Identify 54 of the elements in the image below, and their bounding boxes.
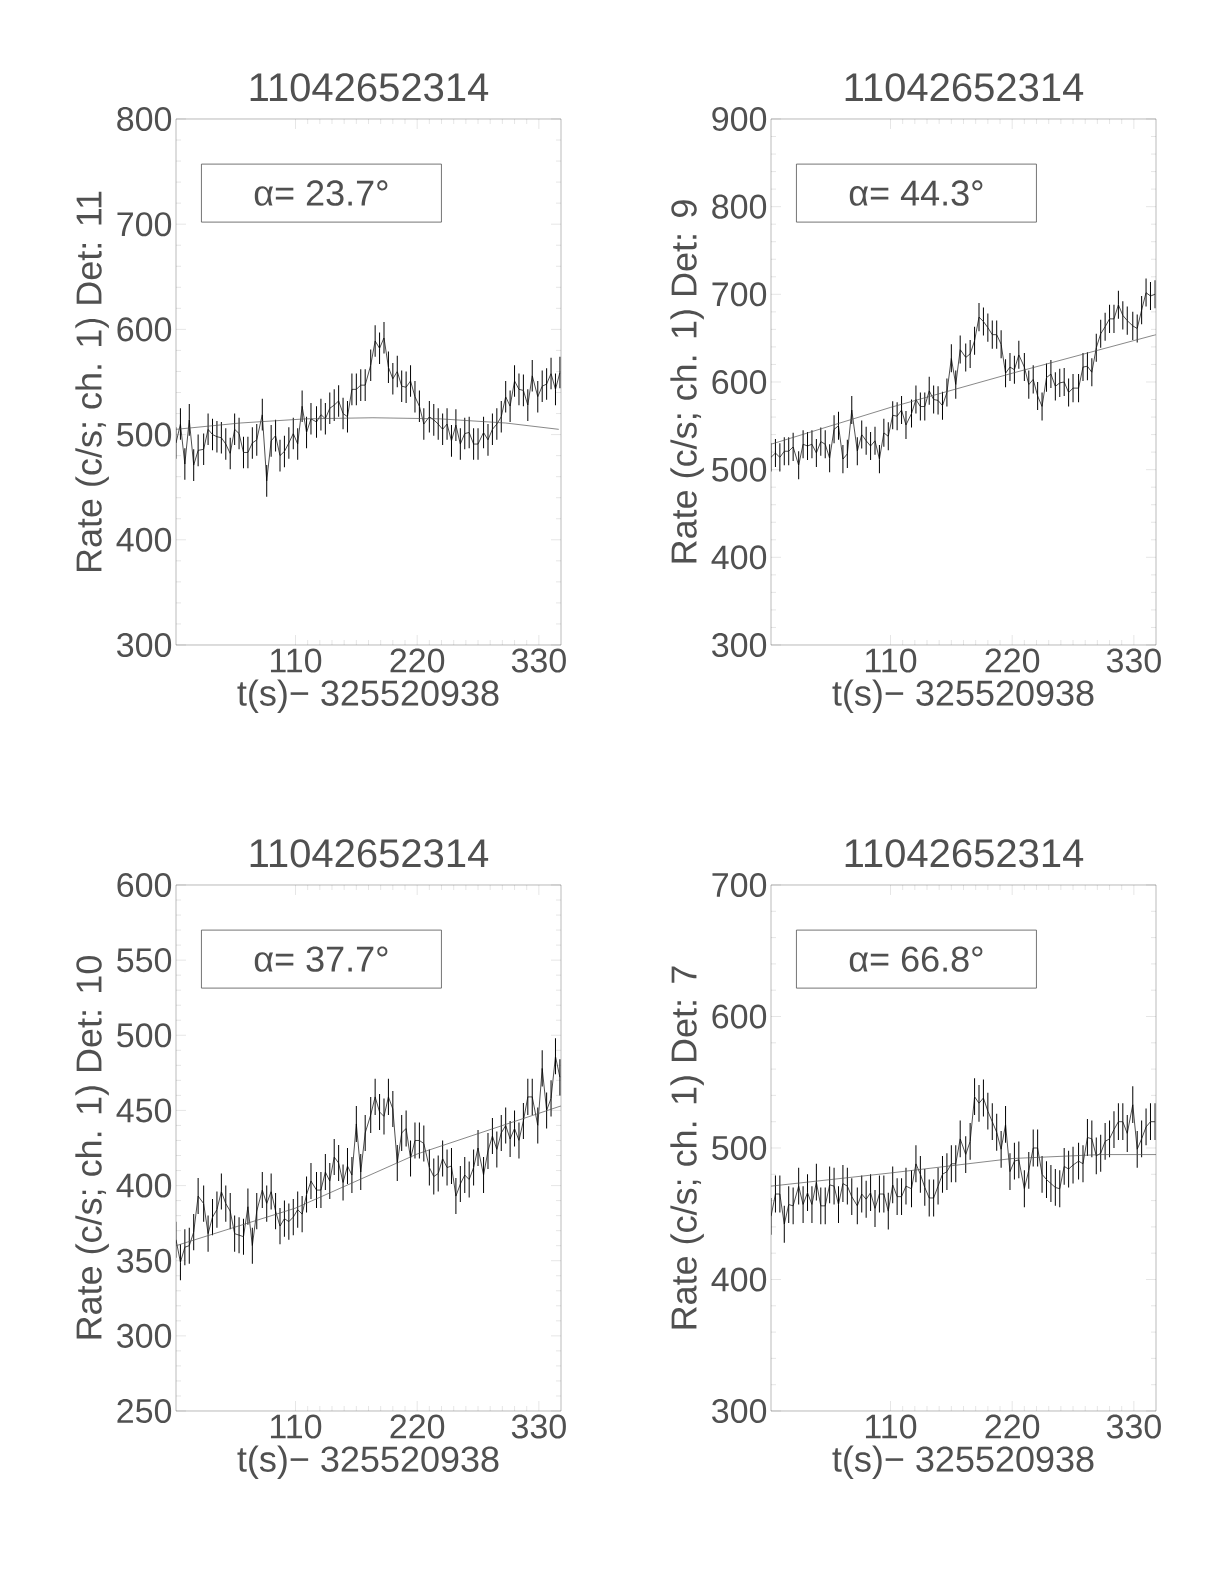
y-tick-label: 600 bbox=[712, 369, 767, 395]
x-tick-label: 330 bbox=[511, 648, 566, 673]
y-tick-label: 900 bbox=[712, 106, 767, 132]
y-axis-title: Rate (c/s; ch. 1) Det: 11 bbox=[75, 191, 109, 572]
x-axis-title: t(s)− 325520938 bbox=[832, 679, 1094, 713]
x-tick-label: 220 bbox=[390, 648, 445, 673]
y-tick-label: 800 bbox=[712, 194, 767, 219]
y-tick-label: 500 bbox=[712, 1135, 767, 1161]
y-tick-label: 800 bbox=[117, 106, 172, 132]
x-tick-label: 110 bbox=[270, 1414, 322, 1439]
y-tick-label: 700 bbox=[117, 212, 172, 237]
y-tick-label: 300 bbox=[117, 632, 172, 658]
annotation: α= 66.8° bbox=[849, 946, 983, 972]
y-tick-label: 500 bbox=[117, 422, 172, 447]
y-tick-label: 600 bbox=[117, 317, 172, 342]
chart-title: 11042652314 bbox=[250, 73, 489, 102]
x-tick-label: 110 bbox=[270, 648, 322, 673]
y-tick-label: 300 bbox=[117, 1323, 172, 1348]
y-tick-label: 450 bbox=[116, 1098, 172, 1123]
annotation: α= 23.7° bbox=[254, 180, 388, 206]
annotation: α= 37.7° bbox=[254, 946, 388, 972]
y-tick-label: 400 bbox=[711, 1267, 767, 1292]
chart-title: 11042652314 bbox=[845, 839, 1084, 868]
y-tick-label: 500 bbox=[117, 1023, 172, 1048]
x-axis-title: t(s)− 325520938 bbox=[237, 679, 499, 713]
y-tick-label: 700 bbox=[712, 282, 767, 307]
y-axis-title: Rate (c/s; ch. 1) Det: 10 bbox=[75, 956, 109, 1339]
y-tick-label: 600 bbox=[712, 1004, 767, 1029]
y-tick-label: 400 bbox=[711, 545, 767, 570]
y-tick-label: 500 bbox=[712, 457, 767, 482]
annotation: α= 44.3° bbox=[849, 180, 983, 206]
chart-title: 11042652314 bbox=[250, 839, 489, 868]
y-tick-label: 300 bbox=[712, 632, 767, 658]
x-tick-label: 330 bbox=[1106, 648, 1161, 673]
y-tick-label: 550 bbox=[117, 948, 172, 973]
x-tick-label: 110 bbox=[865, 1414, 917, 1439]
x-tick-label: 220 bbox=[985, 1414, 1040, 1439]
y-tick-label: 300 bbox=[712, 1398, 767, 1424]
y-axis-title: Rate (c/s; ch. 1) Det: 7 bbox=[670, 966, 704, 1329]
y-tick-label: 400 bbox=[116, 1173, 172, 1198]
x-tick-label: 110 bbox=[865, 648, 917, 673]
y-tick-label: 250 bbox=[117, 1398, 172, 1424]
y-tick-label: 600 bbox=[117, 872, 172, 898]
y-tick-label: 700 bbox=[712, 872, 767, 898]
x-tick-label: 220 bbox=[985, 648, 1040, 673]
y-tick-label: 400 bbox=[116, 527, 172, 552]
x-axis-title: t(s)− 325520938 bbox=[832, 1445, 1094, 1479]
y-tick-label: 350 bbox=[117, 1248, 172, 1273]
chart-title: 11042652314 bbox=[845, 73, 1084, 102]
x-tick-label: 330 bbox=[1106, 1414, 1161, 1439]
y-axis-title: Rate (c/s; ch. 1) Det: 9 bbox=[670, 200, 704, 563]
x-axis-title: t(s)− 325520938 bbox=[237, 1445, 499, 1479]
x-tick-label: 220 bbox=[390, 1414, 445, 1439]
x-tick-label: 330 bbox=[511, 1414, 566, 1439]
